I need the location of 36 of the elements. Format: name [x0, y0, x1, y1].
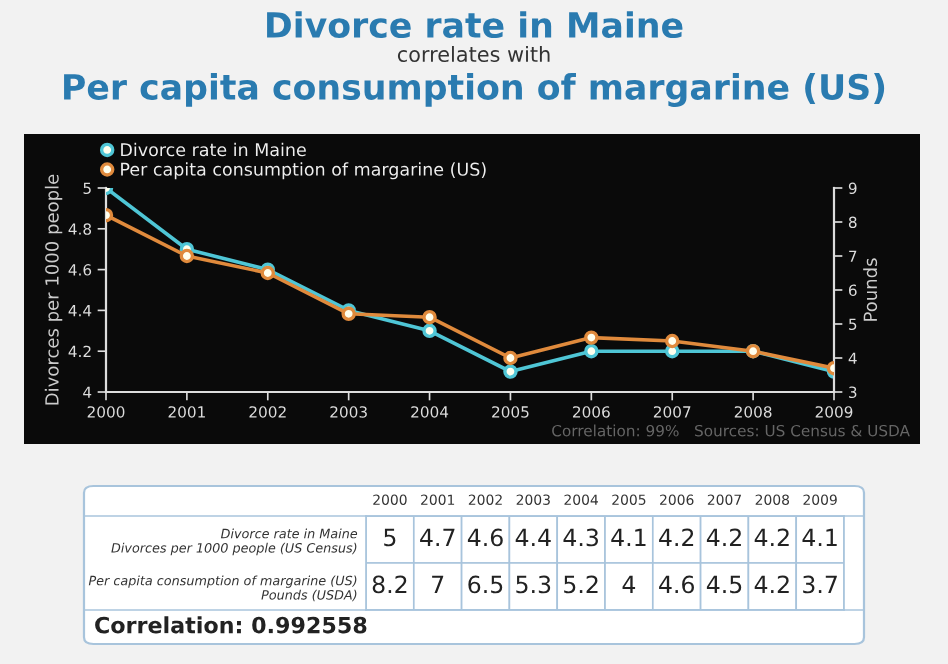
point [179, 248, 195, 264]
legend-label: Per capita consumption of margarine (US) [121, 162, 486, 180]
point [665, 333, 680, 349]
data-label: 4.3 [563, 528, 598, 547]
legend-label: Divorce rate in Maine [121, 142, 306, 157]
data-label: 4.2 [706, 528, 741, 547]
data-label: 4.2 [754, 575, 789, 594]
data-label: 7 [432, 575, 444, 594]
y-axis-title: Divorces per 1000 people [44, 174, 63, 405]
point [584, 343, 599, 359]
chart-title: Divorce rate in Maine [267, 11, 683, 39]
text: Per capita consumption of margarine (US) [64, 73, 885, 107]
data-label: 4.6 [659, 575, 694, 594]
point [503, 350, 518, 366]
chart-subtitle: correlates with [397, 45, 550, 63]
text: Correlation: 0.992558 [95, 616, 367, 634]
data-label: 4 [622, 575, 636, 594]
y2-axis-title: Pounds [863, 258, 878, 321]
data-label: 6.5 [468, 575, 503, 594]
data-label: 5 [384, 528, 396, 547]
point [584, 330, 599, 345]
data-label: 4.6 [467, 528, 503, 547]
data-label: 8.2 [372, 575, 407, 594]
data-label: 4.4 [515, 528, 551, 547]
data-label: 4.5 [706, 575, 742, 594]
data-label: 4.2 [659, 528, 694, 547]
data-label: 4.1 [802, 528, 837, 547]
data-label: 4.2 [754, 528, 789, 547]
data-label: 4.1 [611, 528, 646, 547]
data-label: 5.3 [516, 575, 551, 594]
point [422, 309, 437, 325]
point [503, 364, 518, 379]
data-label: 3.7 [803, 575, 837, 594]
data-label: 4.7 [420, 528, 455, 547]
point [422, 323, 437, 339]
data-label: 5.2 [564, 575, 598, 594]
